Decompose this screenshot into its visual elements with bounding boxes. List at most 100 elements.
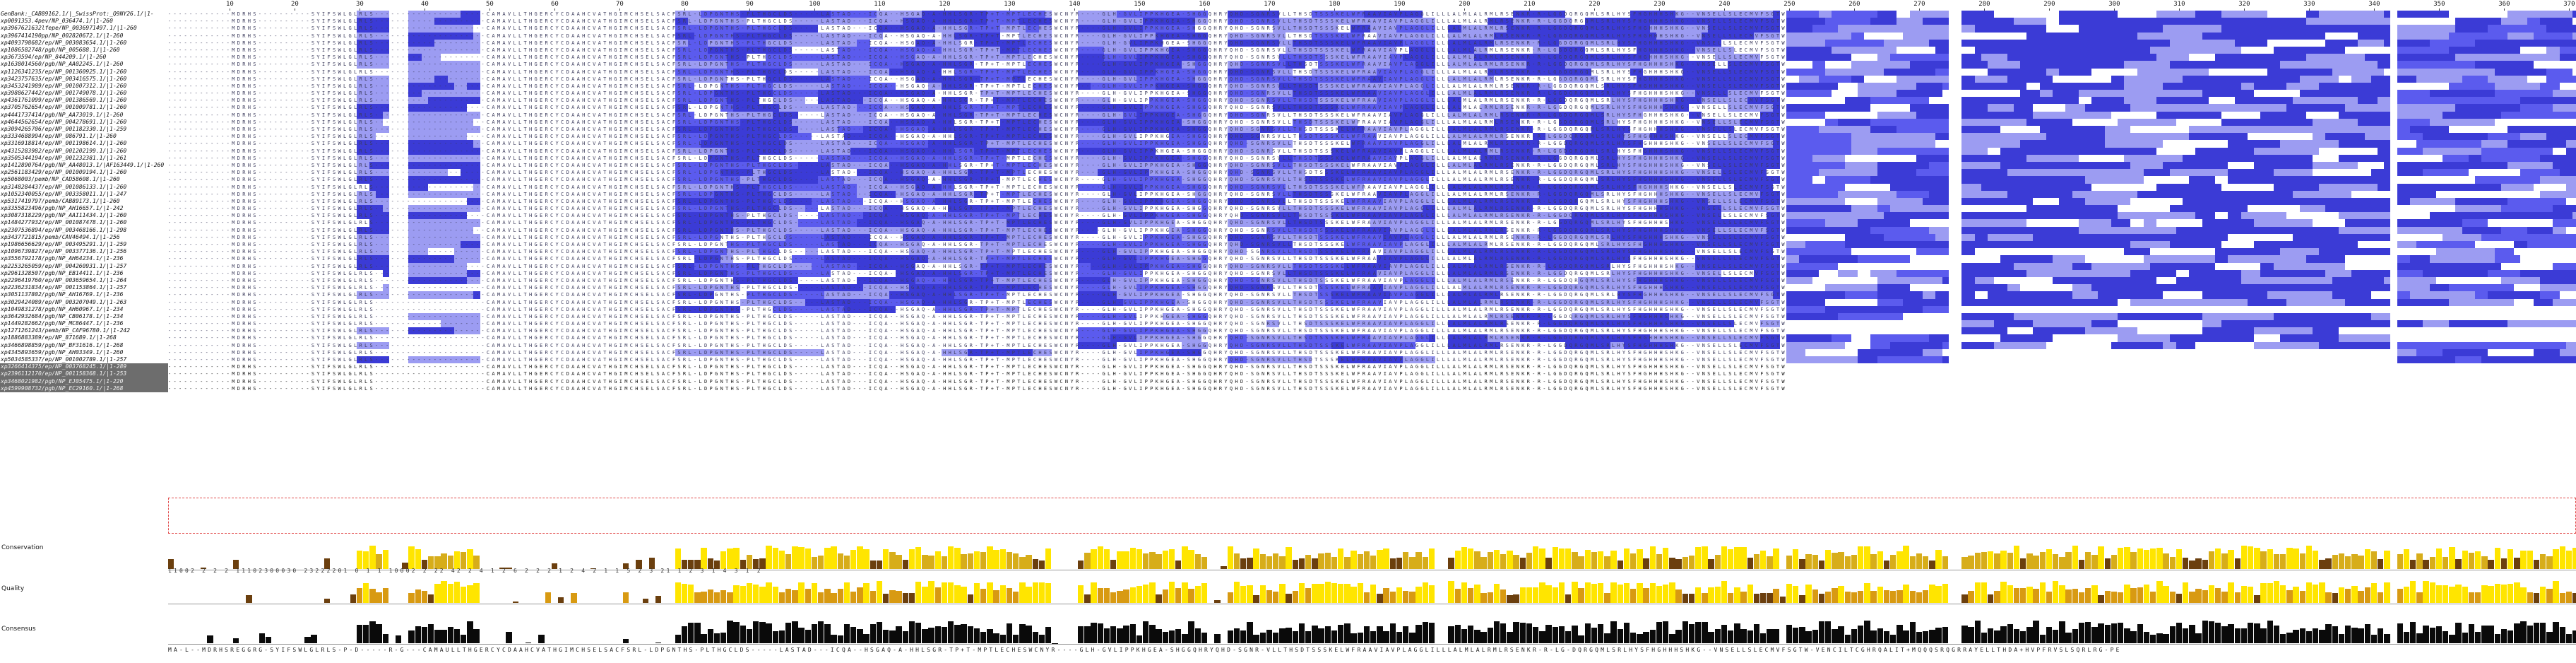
sequence-id[interactable]: xp3087318229/pgb/NP_AAI11434.1/|1-260 — [1, 212, 127, 219]
alignment-row[interactable]: ------------MDRHS----------SYIFSWLGLRLS-… — [168, 68, 2576, 76]
alignment-row[interactable]: ------------MDRHS----------SYIFSWLGLRLS-… — [168, 363, 2576, 370]
sequence-id-list[interactable]: GenBank:_CAB89162.1/|_SwissProt:_Q9NY26.… — [0, 11, 168, 392]
alignment-row[interactable]: ------------MDRHS----------SYIFSWLGLRLS-… — [168, 370, 2576, 377]
consensus-label[interactable]: Consensus — [1, 626, 36, 633]
sequence-id-panel[interactable]: GenBank:_CAB89162.1/|_SwissProt:_Q9NY26.… — [0, 0, 168, 663]
sequence-id[interactable]: xp3148284437/ep/NP_001086133.1/|1-260 — [1, 183, 127, 190]
alignment-row[interactable]: ------------MDRHS----------SYIFSWLGLRLS-… — [168, 176, 2576, 184]
sequence-id[interactable]: xp1412890764/pgb/NP_AA48013.1/|AF163449.… — [1, 161, 165, 168]
sequence-id[interactable]: xp5317419797/pemb/CAB89173.1/|1-260 — [1, 197, 120, 204]
alignment-row[interactable]: ------------MDRHS----------SYIFSWLGLRLS-… — [168, 140, 2576, 148]
sequence-id[interactable]: xp3029424089/ep/NP_003207049.1/|1-263 — [1, 298, 127, 305]
alignment-row[interactable]: ------------MDRHS----------SYIFSWLGLRLS-… — [168, 305, 2576, 313]
alignment-row[interactable]: ------------MDRHS----------SYIFSWLGLRLS-… — [168, 133, 2576, 141]
alignment-row[interactable]: ------------MDRHS----------SYIFSWLGLRLS-… — [168, 183, 2576, 191]
alignment-row[interactable]: ------------MDRHS----------SYIFSWLGLRLS-… — [168, 25, 2576, 33]
alignment-row[interactable]: ------------MDRHS----------SYIFSWLGLRLS-… — [168, 169, 2576, 177]
sequence-id[interactable]: xp1484277932/ep/NP_001087478.1/|1-260 — [1, 219, 127, 226]
sequence-id[interactable]: xp2961328507/pgb/NP_EB14411.1/|1-236 — [1, 269, 124, 276]
sequence-id[interactable]: xp3423757635/ep/NP_003416575.1/|1-260 — [1, 75, 127, 82]
sequence-id[interactable]: xp1986656629/ep/NP_003495291.1/|1-259 — [1, 241, 127, 247]
alignment-row[interactable]: ------------MDRHS----------SYIFSWLGLRLS-… — [168, 248, 2576, 256]
alignment-row[interactable]: ------------MDRHS----------SYIFSWLGLRLS-… — [168, 356, 2576, 364]
sequence-id[interactable]: xp3466898859/pgb/NP_BF31616.1/|1-268 — [1, 341, 124, 348]
alignment-row[interactable]: ------------MDRHS----------SYIFSWLGLRLS-… — [168, 190, 2576, 198]
alignment-row[interactable]: ------------MDRHS----------SYIFSWLGLRLS-… — [168, 118, 2576, 126]
sequence-id[interactable]: xp3556792178/pgb/NP_AH64234.1/|1-236 — [1, 255, 124, 262]
alignment-row[interactable]: ------------MDRHS----------SYIFSWLGLRLS-… — [168, 219, 2576, 227]
sequence-id[interactable]: xp3642932684/pgb/NP_CB06178.1/|1-234 — [1, 312, 124, 319]
sequence-id[interactable]: xp1886883389/ep/NP_871689.1/|1-268 — [1, 334, 117, 341]
consensus-track[interactable] — [168, 619, 2576, 643]
alignment-row[interactable]: ------------MDRHS----------SYIFSWLGLRLS-… — [168, 32, 2576, 40]
quality-label[interactable]: Quality — [1, 585, 25, 592]
sequence-id[interactable]: xp1096739827/ep/NP_003377136.1/|1-256 — [1, 248, 127, 255]
conservation-label[interactable]: Conservation — [1, 544, 44, 551]
sequence-id[interactable]: xp3266414375/ep/NP_003768245.1/|1-289 — [0, 363, 168, 371]
alignment-row[interactable]: ------------MDRHS----------SYIFSWLGLRLS-… — [168, 233, 2576, 241]
alignment-grid[interactable]: ------------MDRHS----------SYIFSWLGLRLS-… — [168, 11, 2576, 392]
alignment-row[interactable]: ------------MDRHS----------SYIFSWLGLRLS-… — [168, 18, 2576, 25]
alignment-row[interactable]: ------------MDRHS----------SYIFSWLGLRLS-… — [168, 197, 2576, 206]
sequence-id[interactable]: xp4093798682/ep/NP_003083654.1/|1-260 — [1, 39, 127, 46]
column-ruler[interactable]: 10 20 30 40 50 60 70 80 90 100 110 120 130 140 150 160 1… — [168, 0, 2576, 11]
sequence-id[interactable]: xp1086582748/pgb/NP_005688.1/|1-260 — [1, 46, 120, 53]
sequence-id[interactable]: xp4644562654/ep/NP_004278691.1/|1-260 — [1, 118, 127, 125]
sequence-id[interactable]: xp3705762654/ep/NP_001009781.1/|1-260 — [1, 104, 127, 111]
sequence-id[interactable]: xp3334688994/ep/NP_086791.1/|1-260 — [1, 133, 117, 140]
alignment-row[interactable]: ------------MDRHS----------SYIFSWLGLRLS-… — [168, 46, 2576, 54]
sequence-id[interactable]: xp3094265706/ep/NP_001182330.1/|1-259 — [1, 126, 127, 132]
alignment-row[interactable]: ------------MDRHS----------SYIFSWLGLRLS-… — [168, 269, 2576, 277]
sequence-id[interactable]: xp1638014560/pgb/NP_AA02245.1/|1-260 — [1, 61, 124, 68]
sequence-id[interactable]: xp1271261243/pemb/NP_CAF96780.1/|1-242 — [1, 327, 131, 334]
sequence-id[interactable]: xp4361761099/ep/NP_001386569.1/|1-260 — [1, 97, 127, 104]
alignment-row[interactable]: ------------MDRHS----------SYIFSWLGLRLS-… — [168, 154, 2576, 162]
alignment-row[interactable]: ------------MDRHS----------SYIFSWLGLRLS-… — [168, 320, 2576, 328]
sequence-id[interactable]: xp1052340055/ep/NP_003358011.1/|1-247 — [1, 190, 127, 197]
alignment-row[interactable]: ------------MDRHS----------SYIFSWLGLRLS-… — [168, 291, 2576, 299]
alignment-row[interactable]: ------------MDRHS----------SYIFSWLGLRLS-… — [168, 385, 2576, 392]
sequence-id[interactable]: xp1049831278/pgb/NP_AH60967.1/|1-234 — [1, 305, 124, 312]
alignment-row[interactable]: ------------MDRHS----------SYIFSWLGLRLS-… — [168, 298, 2576, 306]
alignment-row[interactable]: ------------MDRHS----------SYIFSWLGLRLS-… — [168, 97, 2576, 105]
alignment-row[interactable]: ------------MDRHS----------SYIFSWLGLRLS-… — [168, 262, 2576, 270]
sequence-id[interactable]: xp3967414190pp/NP_002820672.1/|1-260 — [1, 32, 124, 39]
alignment-row[interactable]: ------------MDRHS----------SYIFSWLGLRLS-… — [168, 11, 2576, 18]
alignment-row[interactable]: ------------MDRHS----------SYIFSWLGLRLS-… — [168, 104, 2576, 112]
sequence-id[interactable]: xp3967621632lfepe/NP_0036971497.1/|1-260 — [1, 25, 137, 32]
sequence-id[interactable]: xp4599908732/pgb/NP_EC29160.1/|1-268 — [0, 385, 168, 392]
sequence-id[interactable]: xp2296419760/ep/NP_003659654.1/|1-264 — [1, 276, 127, 283]
alignment-row[interactable]: ------------MDRHS----------SYIFSWLGLRLS-… — [168, 241, 2576, 249]
sequence-id[interactable]: xp3316918814/ep/NP_001198614.1/|1-260 — [1, 140, 127, 147]
sequence-id[interactable]: xp2561183429/ep/NP_001009194.1/|1-260 — [1, 169, 127, 176]
alignment-row[interactable]: ------------MDRHS----------SYIFSWLGLRLS-… — [168, 111, 2576, 119]
sequence-id[interactable]: xp4441737414/pgb/NP_AA73019.1/|1-260 — [1, 111, 124, 118]
alignment-panel[interactable]: 10 20 30 40 50 60 70 80 90 100 110 120 130 140 150 160 1… — [168, 0, 2576, 663]
quality-track[interactable] — [168, 580, 2576, 603]
sequence-id[interactable]: xp1449282662/pgb/NP_MC86447.1/|1-236 — [1, 320, 124, 327]
sequence-id[interactable]: xp2253265059/ep/NP_004260931.1/|1-257 — [1, 262, 127, 269]
alignment-row[interactable]: ------------MDRHS----------SYIFSWLGLRLS-… — [168, 54, 2576, 61]
sequence-id[interactable]: xp0091353.4pev/NP_036474.1/|1-260 — [1, 18, 113, 25]
alignment-row[interactable]: ------------MDRHS----------SYIFSWLGLRLS-… — [168, 39, 2576, 47]
alignment-row[interactable]: ------------MDRHS----------SYIFSWLGLRLS-… — [168, 226, 2576, 234]
sequence-id[interactable]: xp3468021982/pgb/NP_EJ05475.1/|1-220 — [0, 377, 168, 385]
conservation-track[interactable] — [168, 544, 2576, 569]
sequence-id[interactable]: xp2236231834/ep/NP_001153864.1/|1-257 — [1, 284, 127, 291]
alignment-row[interactable]: ------------MDRHS----------SYIFSWLGLRLS-… — [168, 284, 2576, 292]
sequence-id[interactable]: xp3505344194/ep/NP_001232381.1/|1-261 — [1, 154, 127, 161]
sequence-id[interactable]: xp2396112170/ep/NP_001158368.1/|1-253 — [0, 370, 168, 378]
alignment-row[interactable]: ------------MDRHS----------SYIFSWLGLRLS-… — [168, 161, 2576, 170]
alignment-row[interactable]: ------------MDRHS----------SYIFSWLGLRLS-… — [168, 205, 2576, 213]
alignment-row[interactable]: ------------MDRHS----------SYIFSWLGLRLS-… — [168, 147, 2576, 155]
sequence-id[interactable]: xp3437721815/pemb/CAV46494.1/|1-256 — [1, 233, 120, 240]
alignment-row[interactable]: ------------MDRHS----------SYIFSWLGLRLS-… — [168, 61, 2576, 69]
sequence-id[interactable]: xp3673594/ep/NP_844209.1/|1-260 — [1, 54, 107, 61]
alignment-row[interactable]: ------------MDRHS----------SYIFSWLGLRLS-… — [168, 327, 2576, 335]
sequence-id[interactable]: xp3051137802/pgb/NP_AH16769.1/|1-236 — [1, 291, 124, 298]
sequence-id[interactable]: xp2307536894/ep/NP_003468166.1/|1-298 — [1, 226, 127, 233]
alignment-row[interactable]: ------------MDRHS----------SYIFSWLGLRLS-… — [168, 126, 2576, 134]
alignment-row[interactable]: ------------MDRHS----------SYIFSWLGLRLS-… — [168, 378, 2576, 385]
alignment-row[interactable]: ------------MDRHS----------SYIFSWLGLRLS-… — [168, 90, 2576, 98]
sequence-id[interactable]: GenBank:_CAB89162.1/|_SwissProt:_Q9NY26.… — [1, 11, 154, 17]
